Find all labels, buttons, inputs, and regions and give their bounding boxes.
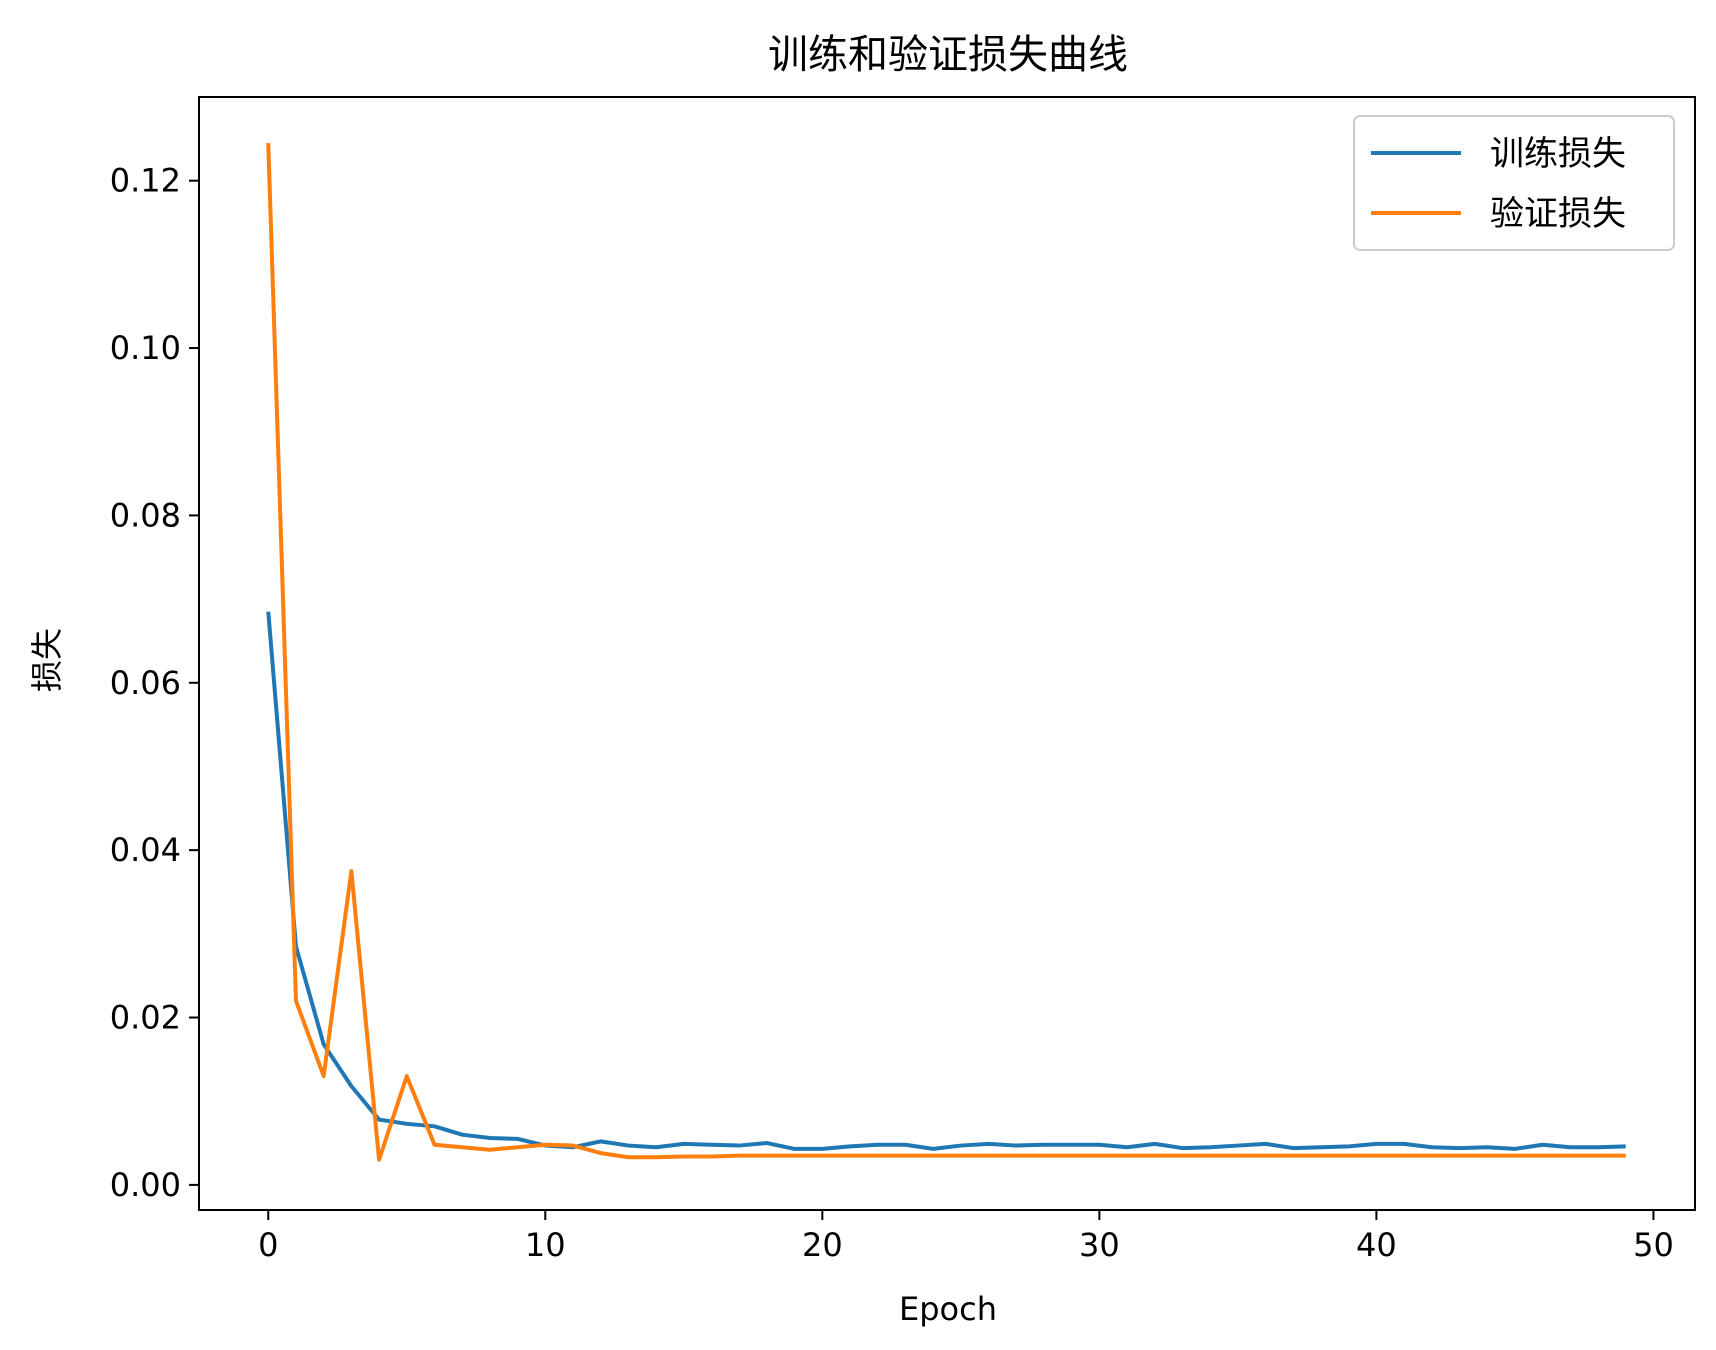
y-tick-label: 0.12 xyxy=(110,162,181,200)
x-tick-label: 20 xyxy=(802,1226,843,1264)
axes-frame xyxy=(198,96,1696,1211)
x-tick-label: 40 xyxy=(1356,1226,1397,1264)
y-tick-label: 0.04 xyxy=(110,831,181,869)
y-axis-label: 损失 xyxy=(28,628,66,692)
x-axis-label: Epoch xyxy=(899,1290,997,1328)
x-tick-label: 50 xyxy=(1633,1226,1674,1264)
y-tick-label: 0.02 xyxy=(110,999,181,1037)
y-tick-label: 0.00 xyxy=(110,1166,181,1204)
y-tick-label: 0.06 xyxy=(110,664,181,702)
x-axis-ticks: 0 10 20 30 40 50 xyxy=(258,1210,1674,1264)
x-tick-label: 30 xyxy=(1079,1226,1120,1264)
y-axis-ticks: 0.00 0.02 0.04 0.06 0.08 0.10 0.12 xyxy=(110,162,199,1204)
chart-title: 训练和验证损失曲线 xyxy=(768,32,1128,78)
series-line-val xyxy=(266,142,1626,1162)
legend-label-train: 训练损失 xyxy=(1490,134,1626,174)
y-tick-label: 0.08 xyxy=(110,496,181,534)
legend-label-val: 验证损失 xyxy=(1490,194,1626,234)
plot-area xyxy=(198,96,1696,1211)
x-tick-label: 10 xyxy=(525,1226,566,1264)
legend-box xyxy=(1353,115,1675,251)
y-tick-label: 0.10 xyxy=(110,329,181,367)
x-tick-label: 0 xyxy=(258,1226,278,1264)
series-line-train xyxy=(266,611,1626,1151)
